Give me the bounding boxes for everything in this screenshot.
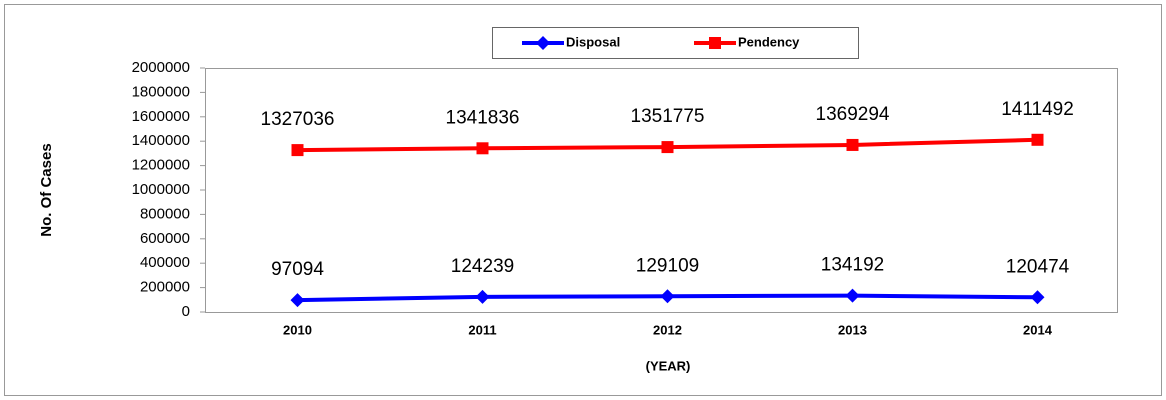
data-label: 1341836 bbox=[446, 107, 520, 128]
marker bbox=[291, 144, 304, 157]
legend-label: Pendency bbox=[738, 34, 800, 49]
marker bbox=[661, 141, 674, 154]
data-label: 97094 bbox=[271, 259, 324, 280]
data-label: 129109 bbox=[636, 255, 699, 276]
x-axis-title: (YEAR) bbox=[646, 358, 691, 373]
x-tick-label: 2014 bbox=[1023, 322, 1053, 337]
data-label: 1411492 bbox=[1001, 99, 1074, 120]
plot-area bbox=[205, 68, 1118, 313]
x-tick-label: 2013 bbox=[838, 322, 867, 337]
data-label: 124239 bbox=[451, 256, 514, 277]
marker bbox=[660, 289, 675, 304]
chart-border bbox=[4, 4, 1162, 396]
marker bbox=[1031, 133, 1044, 146]
y-tick-label: 2000000 bbox=[132, 59, 190, 76]
data-label: 1351775 bbox=[631, 106, 705, 127]
y-tick-label: 600000 bbox=[140, 230, 190, 247]
y-tick-label: 1000000 bbox=[132, 181, 190, 198]
legend-label: Disposal bbox=[566, 34, 620, 49]
marker bbox=[475, 289, 490, 304]
y-tick-label: 1400000 bbox=[132, 132, 190, 149]
y-tick-label: 1800000 bbox=[132, 83, 190, 100]
y-tick-label: 800000 bbox=[140, 205, 190, 222]
y-tick-label: 1200000 bbox=[132, 157, 190, 174]
marker bbox=[1030, 290, 1045, 305]
marker bbox=[536, 36, 550, 50]
marker bbox=[846, 138, 859, 151]
x-tick-label: 2011 bbox=[468, 322, 496, 337]
marker bbox=[709, 37, 721, 49]
y-tick-label: 200000 bbox=[140, 279, 190, 296]
x-tick-label: 2010 bbox=[283, 322, 312, 337]
data-label: 120474 bbox=[1006, 256, 1070, 277]
x-tick-label: 2012 bbox=[653, 322, 682, 337]
marker bbox=[845, 288, 860, 303]
data-label: 134192 bbox=[821, 255, 884, 276]
y-axis-title: No. Of Cases bbox=[38, 143, 55, 236]
marker bbox=[476, 142, 489, 155]
y-tick-label: 1600000 bbox=[132, 108, 190, 125]
y-tick-label: 400000 bbox=[140, 254, 190, 271]
marker bbox=[290, 293, 305, 308]
data-label: 1369294 bbox=[816, 104, 890, 125]
data-label: 1327036 bbox=[261, 109, 335, 130]
y-tick-label: 0 bbox=[182, 303, 190, 320]
